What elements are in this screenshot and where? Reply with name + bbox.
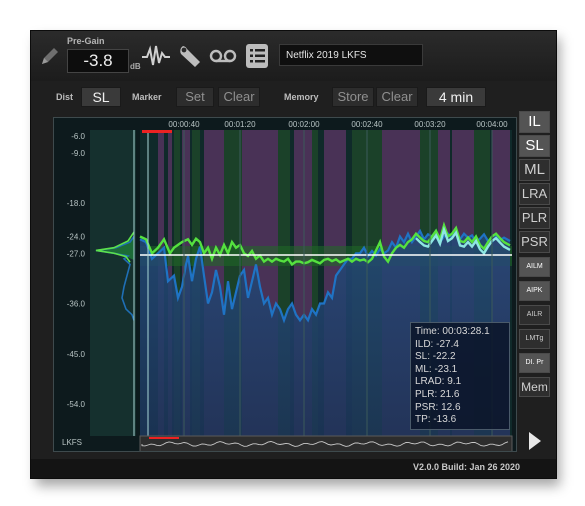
wrench-icon[interactable] bbox=[177, 43, 203, 69]
sl-button[interactable]: SL bbox=[519, 135, 550, 157]
y-axis-ticks: -6.0 -9.0 -18.0 -24.0 -27.0 -36.0 -45.0 -54.0 bbox=[67, 132, 86, 409]
readout-lrad: LRAD: 9.1 bbox=[415, 376, 462, 388]
pencil-icon[interactable] bbox=[39, 45, 61, 67]
marker-label: Marker bbox=[132, 92, 162, 102]
ml-button[interactable]: ML bbox=[519, 159, 550, 181]
overview-waveform bbox=[141, 441, 509, 447]
waveform-icon[interactable] bbox=[141, 43, 171, 69]
x-tick-label: 00:03:20 bbox=[414, 120, 446, 129]
short-term-loudness-line bbox=[139, 221, 511, 267]
memory-label: Memory bbox=[284, 92, 319, 102]
mem-button[interactable]: Mem bbox=[519, 377, 550, 397]
y-tick-label: -9.0 bbox=[71, 149, 85, 158]
pregain-unit: dB bbox=[130, 62, 141, 71]
program-title-field[interactable]: Netflix 2019 LKFS bbox=[279, 44, 423, 66]
marker-set-button[interactable]: Set bbox=[176, 87, 214, 107]
readout-ild: ILD: -27.4 bbox=[415, 338, 459, 350]
dist-select[interactable]: SL bbox=[81, 87, 121, 107]
gating-band bbox=[174, 130, 180, 436]
ailm-button[interactable]: AILM bbox=[519, 257, 550, 277]
marker-clear-button[interactable]: Clear bbox=[218, 87, 260, 107]
lmtg-button[interactable]: LMTg bbox=[519, 329, 550, 349]
x-tick-label: 00:02:40 bbox=[351, 120, 383, 129]
readout-tp: TP: -13.6 bbox=[415, 414, 457, 426]
version-label: V2.0.0 Build: Jan 26 2020 bbox=[412, 462, 520, 472]
lra-button[interactable]: LRA bbox=[519, 183, 550, 205]
header-bar: Pre-Gain -3.8 dB Netflix 2019 LKFS bbox=[31, 31, 556, 81]
aipk-button[interactable]: AIPK bbox=[519, 281, 550, 301]
plr-button[interactable]: PLR bbox=[519, 207, 550, 229]
y-tick-label: -18.0 bbox=[67, 199, 86, 208]
x-tick-label: 00:01:20 bbox=[224, 120, 256, 129]
short-term-peak-line bbox=[415, 225, 511, 256]
histogram-green-line bbox=[95, 231, 135, 263]
tape-icon[interactable] bbox=[209, 47, 237, 65]
readout-sl: SL: -22.2 bbox=[415, 351, 456, 363]
footer-bar: V2.0.0 Build: Jan 26 2020 bbox=[31, 459, 556, 478]
y-tick-label: -6.0 bbox=[71, 132, 85, 141]
di-pr-button[interactable]: DI. Pr bbox=[519, 353, 550, 373]
lkfs-label: LKFS bbox=[62, 438, 82, 447]
y-tick-label: -36.0 bbox=[67, 300, 86, 309]
pregain-value[interactable]: -3.8 bbox=[67, 49, 129, 73]
x-tick-label: 00:02:00 bbox=[288, 120, 320, 129]
readout-plr: PLR: 21.6 bbox=[415, 388, 460, 400]
x-tick-label: 00:00:40 bbox=[168, 120, 200, 129]
psr-button[interactable]: PSR bbox=[519, 231, 550, 253]
y-tick-label: -24.0 bbox=[67, 233, 86, 242]
app-window: Pre-Gain -3.8 dB Netflix 2019 LKFS Dist … bbox=[30, 30, 557, 479]
readout-time: Time: 00:03:28.1 bbox=[415, 326, 490, 337]
play-icon[interactable] bbox=[527, 431, 543, 451]
overview-marker bbox=[149, 437, 179, 439]
histogram-panel bbox=[90, 130, 136, 436]
y-tick-label: -54.0 bbox=[67, 400, 86, 409]
readout-psr: PSR: 12.6 bbox=[415, 401, 461, 413]
dist-label: Dist bbox=[56, 92, 74, 102]
pregain-label: Pre-Gain bbox=[67, 36, 105, 46]
readout-ml: ML: -23.1 bbox=[415, 363, 458, 375]
y-tick-label: -27.0 bbox=[67, 249, 86, 258]
x-tick-label: 00:04:00 bbox=[476, 120, 508, 129]
ailr-button[interactable]: AILR bbox=[519, 305, 550, 325]
gating-band bbox=[312, 130, 318, 436]
y-tick-label: -45.0 bbox=[67, 350, 86, 359]
il-button[interactable]: IL bbox=[519, 111, 550, 133]
memory-store-button[interactable]: Store bbox=[332, 87, 374, 107]
stats-readout: Time: 00:03:28.1 ILD: -27.4 SL: -22.2 ML… bbox=[410, 322, 510, 430]
loudness-plot[interactable]: -6.0 -9.0 -18.0 -24.0 -27.0 -36.0 -45.0 -54.0 0… bbox=[53, 117, 517, 452]
memory-clear-button[interactable]: Clear bbox=[376, 87, 418, 107]
window-length-select[interactable]: 4 min bbox=[426, 87, 486, 107]
list-icon[interactable] bbox=[245, 43, 269, 69]
red-marker[interactable] bbox=[142, 130, 172, 133]
